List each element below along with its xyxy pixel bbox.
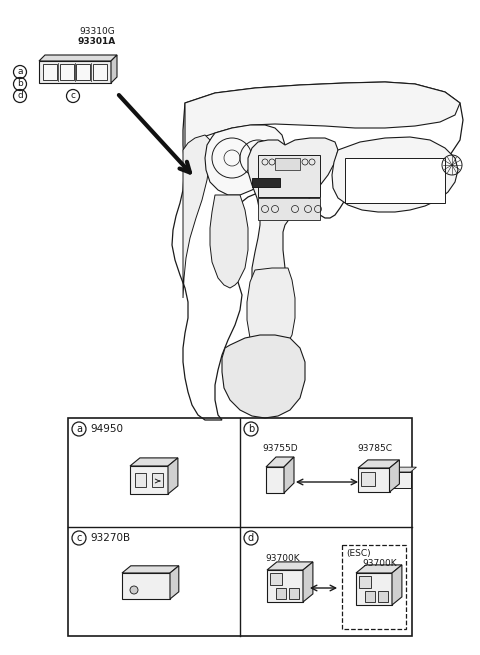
Text: d: d [17, 92, 23, 100]
Text: 93755D: 93755D [262, 444, 298, 453]
Bar [289, 588, 299, 599]
Polygon shape [267, 570, 303, 602]
Bar [275, 158, 300, 170]
Text: 93270B: 93270B [90, 533, 130, 543]
Polygon shape [122, 566, 179, 573]
Circle shape [130, 586, 138, 594]
Polygon shape [205, 125, 285, 195]
Bar [60, 64, 74, 80]
Text: a: a [76, 424, 82, 434]
Text: d: d [248, 533, 254, 543]
Polygon shape [172, 82, 463, 420]
Bar [378, 591, 388, 602]
Polygon shape [356, 573, 392, 605]
Polygon shape [247, 268, 295, 358]
Text: c: c [76, 533, 82, 543]
Bar [152, 473, 163, 487]
Polygon shape [303, 562, 313, 602]
Bar [342, 545, 406, 629]
Bar [134, 473, 145, 487]
Text: b: b [17, 79, 23, 88]
Polygon shape [267, 562, 313, 570]
Bar [345, 158, 445, 203]
Text: b: b [248, 424, 254, 434]
Text: 93785C: 93785C [357, 444, 392, 453]
Polygon shape [248, 138, 338, 350]
Bar [276, 588, 286, 599]
Polygon shape [358, 468, 389, 492]
Bar [270, 573, 282, 585]
Polygon shape [266, 457, 294, 467]
Bar [258, 155, 320, 197]
Polygon shape [332, 137, 458, 212]
Bar [365, 591, 375, 602]
Polygon shape [185, 82, 460, 148]
Polygon shape [130, 458, 178, 466]
Polygon shape [358, 460, 399, 468]
Text: 93700K: 93700K [265, 554, 300, 563]
Polygon shape [392, 565, 402, 605]
Bar [359, 576, 371, 588]
Polygon shape [389, 467, 417, 472]
Polygon shape [389, 460, 399, 492]
Text: 93301A: 93301A [78, 37, 116, 46]
Text: 93310G: 93310G [79, 27, 115, 36]
Bar [68, 418, 412, 636]
Polygon shape [130, 466, 168, 494]
Text: a: a [17, 67, 23, 77]
Polygon shape [210, 195, 248, 288]
Text: (ESC): (ESC) [346, 549, 371, 558]
Polygon shape [183, 135, 210, 298]
Bar [43, 64, 57, 80]
Text: 93700K: 93700K [362, 559, 396, 568]
Polygon shape [39, 55, 117, 61]
Bar [361, 472, 375, 486]
Text: c: c [71, 92, 75, 100]
Bar [76, 64, 90, 80]
Polygon shape [389, 472, 410, 488]
Polygon shape [168, 458, 178, 494]
Polygon shape [170, 566, 179, 599]
Bar [252, 178, 280, 187]
Polygon shape [266, 467, 284, 493]
Text: 94950: 94950 [90, 424, 123, 434]
Polygon shape [122, 573, 170, 599]
Polygon shape [222, 335, 305, 418]
Polygon shape [111, 55, 117, 83]
Bar [258, 198, 320, 220]
Polygon shape [284, 457, 294, 493]
Bar [93, 64, 107, 80]
Polygon shape [39, 61, 111, 83]
Polygon shape [356, 565, 402, 573]
